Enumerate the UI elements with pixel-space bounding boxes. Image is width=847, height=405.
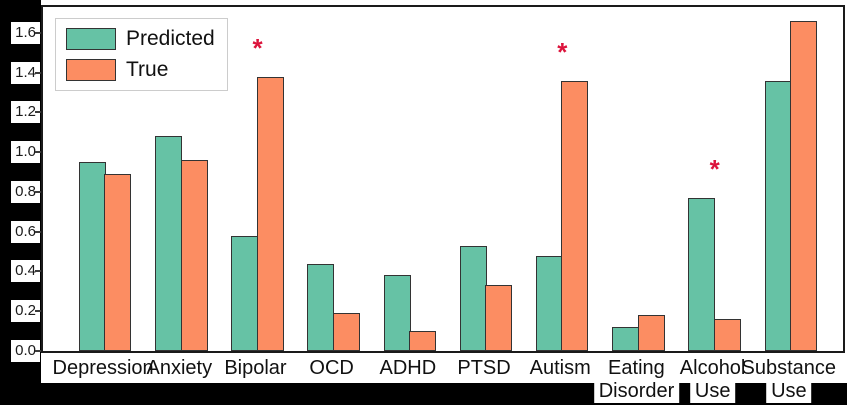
y-tick-mark bbox=[35, 270, 41, 273]
y-tick-mark bbox=[35, 310, 41, 313]
x-tick-label-line2-alcohol-use: Use bbox=[689, 379, 736, 403]
bar-group-ptsd bbox=[448, 7, 524, 351]
x-tick-label-line2-eating-disorder: Disorder bbox=[593, 379, 680, 403]
bar-true-depression bbox=[104, 174, 132, 351]
bar-true-bipolar bbox=[256, 76, 284, 351]
bar-group-bipolar bbox=[219, 7, 295, 351]
y-tick-label: 1.2 bbox=[11, 101, 40, 124]
bar-group-ocd bbox=[296, 7, 372, 351]
significance-asterisk-bipolar: * bbox=[252, 32, 263, 63]
legend-label-predicted: Predicted bbox=[126, 27, 215, 50]
bar-group-autism bbox=[524, 7, 600, 351]
y-tick-mark bbox=[35, 31, 41, 34]
bar-true-ptsd bbox=[485, 285, 513, 351]
x-tick-label-depression: Depression bbox=[52, 356, 154, 379]
bars-container bbox=[67, 7, 829, 351]
y-axis: 0.0 0.2 0.4 0.6 0.8 1.0 1.2 1.4 1.6 bbox=[0, 0, 41, 405]
x-tick-label-anxiety: Anxiety bbox=[146, 356, 213, 379]
y-tick-mark bbox=[35, 190, 41, 193]
x-tick-label-substance-use: Substance bbox=[741, 356, 837, 379]
y-tick-mark bbox=[35, 71, 41, 74]
x-tick-label-ocd: OCD bbox=[309, 356, 354, 379]
legend-item-predicted: Predicted bbox=[66, 27, 215, 51]
x-tick-label-eating-disorder: Eating bbox=[608, 356, 665, 379]
plot-area: Predicted True * * * bbox=[41, 5, 845, 353]
y-tick-mark bbox=[35, 151, 41, 154]
legend-item-true: True bbox=[66, 58, 215, 82]
y-tick-label: 1.4 bbox=[11, 61, 40, 84]
bar-predicted-autism bbox=[535, 255, 563, 351]
bar-group-substance-use bbox=[753, 7, 829, 351]
y-tick-mark bbox=[35, 350, 41, 352]
predicted-swatch-icon bbox=[66, 28, 116, 50]
legend: Predicted True bbox=[55, 18, 228, 91]
x-axis-labels-row: Depression Anxiety Bipolar OCD ADHD PTSD Autis… bbox=[52, 353, 837, 383]
bar-group-anxiety bbox=[143, 7, 219, 351]
y-tick-mark bbox=[35, 230, 41, 233]
bar-predicted-adhd bbox=[383, 275, 411, 351]
bar-predicted-bipolar bbox=[231, 235, 259, 351]
bar-true-substance-use bbox=[790, 20, 818, 351]
x-tick-label-autism: Autism bbox=[529, 356, 591, 379]
x-axis-label-band: Depression Anxiety Bipolar OCD ADHD PTSD Autis… bbox=[41, 353, 847, 383]
bar-predicted-eating-disorder bbox=[612, 327, 640, 351]
x-tick-label-line2-substance-use: Use bbox=[766, 379, 812, 403]
bar-group-alcohol-use bbox=[677, 7, 753, 351]
bar-predicted-ptsd bbox=[459, 245, 487, 351]
x-tick-label-alcohol-use: Alcohol bbox=[679, 356, 746, 379]
bar-predicted-substance-use bbox=[764, 80, 792, 351]
bar-predicted-ocd bbox=[307, 263, 335, 351]
y-tick-label: 0.8 bbox=[11, 180, 40, 203]
bar-group-depression bbox=[67, 7, 143, 351]
bar-true-autism bbox=[561, 80, 589, 351]
y-tick-label: 0.2 bbox=[11, 300, 40, 323]
bar-true-ocd bbox=[332, 313, 360, 351]
legend-label-true: True bbox=[126, 58, 169, 81]
true-swatch-icon bbox=[66, 59, 116, 81]
bar-predicted-alcohol-use bbox=[688, 197, 716, 351]
bar-group-eating-disorder bbox=[600, 7, 676, 351]
significance-asterisk-autism: * bbox=[557, 36, 568, 67]
y-tick-label: 0.0 bbox=[11, 340, 40, 362]
y-tick-label: 1.0 bbox=[11, 141, 40, 164]
bar-true-anxiety bbox=[180, 160, 208, 351]
y-tick-label: 1.6 bbox=[11, 21, 40, 44]
y-tick-label: 0.4 bbox=[11, 260, 40, 283]
x-tick-label-ptsd: PTSD bbox=[457, 356, 511, 379]
bar-true-eating-disorder bbox=[637, 315, 665, 351]
bar-true-adhd bbox=[409, 331, 437, 351]
bar-predicted-anxiety bbox=[155, 136, 183, 351]
y-tick-label: 0.6 bbox=[11, 220, 40, 243]
bar-true-alcohol-use bbox=[713, 319, 741, 351]
significance-asterisk-alcohol-use: * bbox=[709, 153, 720, 184]
x-tick-label-adhd: ADHD bbox=[379, 356, 437, 379]
x-tick-label-bipolar: Bipolar bbox=[224, 356, 287, 379]
bar-group-adhd bbox=[372, 7, 448, 351]
bar-predicted-depression bbox=[78, 162, 106, 351]
y-tick-mark bbox=[35, 111, 41, 114]
